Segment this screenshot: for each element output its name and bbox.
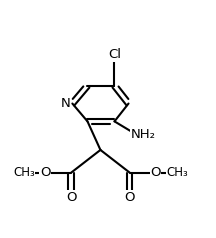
Text: NH₂: NH₂ <box>131 128 156 141</box>
Text: O: O <box>40 166 51 179</box>
Text: O: O <box>124 191 135 204</box>
Text: CH₃: CH₃ <box>13 166 35 179</box>
Text: CH₃: CH₃ <box>166 166 188 179</box>
Text: O: O <box>66 191 76 204</box>
Text: Cl: Cl <box>108 48 121 61</box>
Text: O: O <box>150 166 161 179</box>
Text: N: N <box>61 97 71 110</box>
